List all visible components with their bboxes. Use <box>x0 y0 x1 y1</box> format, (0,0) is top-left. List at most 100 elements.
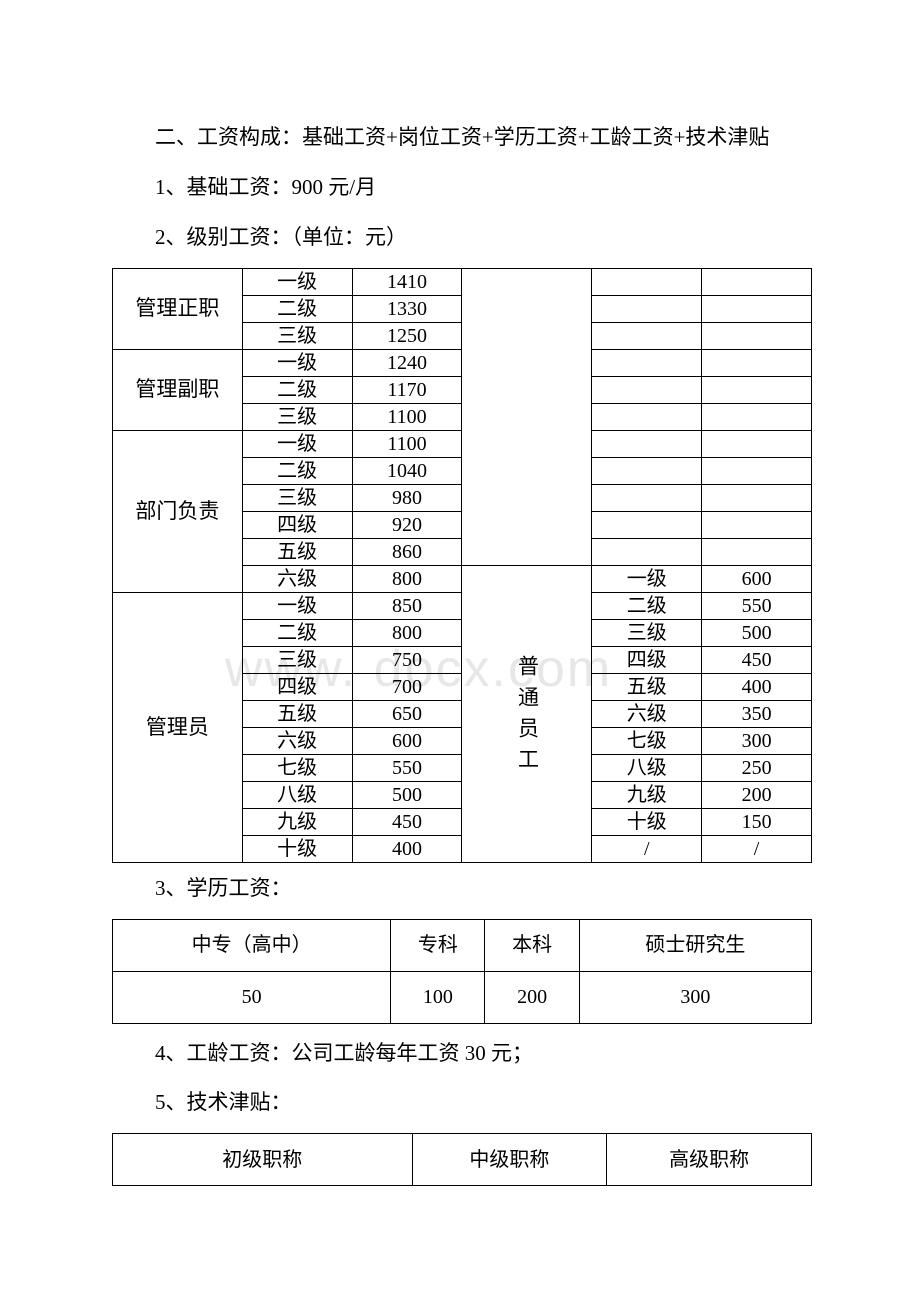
education-salary-table: 中专（高中） 专科 本科 硕士研究生 50 100 200 300 <box>112 919 812 1024</box>
group-label-cell: 管理副职 <box>113 349 243 430</box>
value-cell: 1100 <box>352 430 462 457</box>
value-cell: 850 <box>352 592 462 619</box>
right-level-cell: 七级 <box>592 727 702 754</box>
value-cell: 650 <box>352 700 462 727</box>
group-label-cell: 管理正职 <box>113 268 243 349</box>
right-value-cell <box>702 511 812 538</box>
right-value-cell: 400 <box>702 673 812 700</box>
right-level-cell: 五级 <box>592 673 702 700</box>
tech-allowance-table: 初级职称 中级职称 高级职称 <box>112 1133 812 1186</box>
value-cell: 1100 <box>352 403 462 430</box>
level-salary-table: 管理正职一级1410二级1330三级1250管理副职一级1240二级1170三级… <box>112 268 812 863</box>
right-level-cell: / <box>592 835 702 862</box>
right-value-cell: / <box>702 835 812 862</box>
edu-header-cell: 硕士研究生 <box>579 919 811 971</box>
level-cell: 一级 <box>242 349 352 376</box>
item-3-education-salary: 3、学历工资： <box>112 869 814 909</box>
value-cell: 500 <box>352 781 462 808</box>
right-value-cell <box>702 295 812 322</box>
right-value-cell <box>702 484 812 511</box>
value-cell: 450 <box>352 808 462 835</box>
right-level-cell <box>592 430 702 457</box>
edu-header-cell: 专科 <box>391 919 485 971</box>
right-value-cell: 350 <box>702 700 812 727</box>
value-cell: 600 <box>352 727 462 754</box>
level-cell: 七级 <box>242 754 352 781</box>
value-cell: 750 <box>352 646 462 673</box>
right-level-cell <box>592 268 702 295</box>
value-cell: 920 <box>352 511 462 538</box>
right-value-cell: 600 <box>702 565 812 592</box>
right-group-label: 普通员工 <box>462 565 592 862</box>
right-value-cell: 300 <box>702 727 812 754</box>
section-2-heading: 二、工资构成：基础工资+岗位工资+学历工资+工龄工资+技术津贴 <box>112 118 814 158</box>
level-cell: 三级 <box>242 322 352 349</box>
value-cell: 1330 <box>352 295 462 322</box>
edu-value-cell: 100 <box>391 971 485 1023</box>
level-cell: 三级 <box>242 403 352 430</box>
edu-value-cell: 300 <box>579 971 811 1023</box>
right-level-cell <box>592 349 702 376</box>
right-level-cell: 九级 <box>592 781 702 808</box>
right-level-cell: 十级 <box>592 808 702 835</box>
right-value-cell <box>702 349 812 376</box>
value-cell: 700 <box>352 673 462 700</box>
right-level-cell <box>592 403 702 430</box>
right-level-cell: 八级 <box>592 754 702 781</box>
value-cell: 550 <box>352 754 462 781</box>
level-cell: 九级 <box>242 808 352 835</box>
right-value-cell <box>702 457 812 484</box>
level-cell: 六级 <box>242 565 352 592</box>
right-level-cell: 一级 <box>592 565 702 592</box>
level-cell: 六级 <box>242 727 352 754</box>
value-cell: 860 <box>352 538 462 565</box>
value-cell: 1040 <box>352 457 462 484</box>
level-cell: 八级 <box>242 781 352 808</box>
right-level-cell: 二级 <box>592 592 702 619</box>
right-level-cell <box>592 295 702 322</box>
value-cell: 980 <box>352 484 462 511</box>
value-cell: 1240 <box>352 349 462 376</box>
right-value-cell <box>702 538 812 565</box>
edu-header-cell: 中专（高中） <box>113 919 391 971</box>
right-level-cell: 六级 <box>592 700 702 727</box>
level-cell: 四级 <box>242 511 352 538</box>
edu-value-cell: 200 <box>485 971 579 1023</box>
right-level-cell <box>592 457 702 484</box>
item-1-base-salary: 1、基础工资：900 元/月 <box>112 168 814 208</box>
right-value-cell: 200 <box>702 781 812 808</box>
right-level-cell <box>592 484 702 511</box>
level-cell: 一级 <box>242 268 352 295</box>
tech-header-cell: 中级职称 <box>412 1134 607 1186</box>
right-value-cell: 250 <box>702 754 812 781</box>
item-5-tech-allowance: 5、技术津贴： <box>112 1083 814 1123</box>
value-cell: 1250 <box>352 322 462 349</box>
right-level-cell: 三级 <box>592 619 702 646</box>
level-cell: 三级 <box>242 646 352 673</box>
group-label-cell: 部门负责 <box>113 430 243 592</box>
level-cell: 二级 <box>242 295 352 322</box>
right-level-cell <box>592 322 702 349</box>
edu-header-cell: 本科 <box>485 919 579 971</box>
value-cell: 400 <box>352 835 462 862</box>
level-cell: 五级 <box>242 538 352 565</box>
empty-merge-cell <box>462 268 592 565</box>
level-cell: 一级 <box>242 430 352 457</box>
tech-header-cell: 高级职称 <box>607 1134 812 1186</box>
value-cell: 800 <box>352 619 462 646</box>
right-level-cell: 四级 <box>592 646 702 673</box>
right-value-cell: 500 <box>702 619 812 646</box>
right-level-cell <box>592 538 702 565</box>
right-value-cell: 450 <box>702 646 812 673</box>
right-value-cell <box>702 268 812 295</box>
level-cell: 十级 <box>242 835 352 862</box>
value-cell: 800 <box>352 565 462 592</box>
value-cell: 1410 <box>352 268 462 295</box>
item-2-level-salary: 2、级别工资：（单位：元） <box>112 218 814 258</box>
level-cell: 二级 <box>242 457 352 484</box>
edu-value-cell: 50 <box>113 971 391 1023</box>
level-cell: 五级 <box>242 700 352 727</box>
level-cell: 二级 <box>242 619 352 646</box>
level-cell: 一级 <box>242 592 352 619</box>
right-value-cell <box>702 376 812 403</box>
